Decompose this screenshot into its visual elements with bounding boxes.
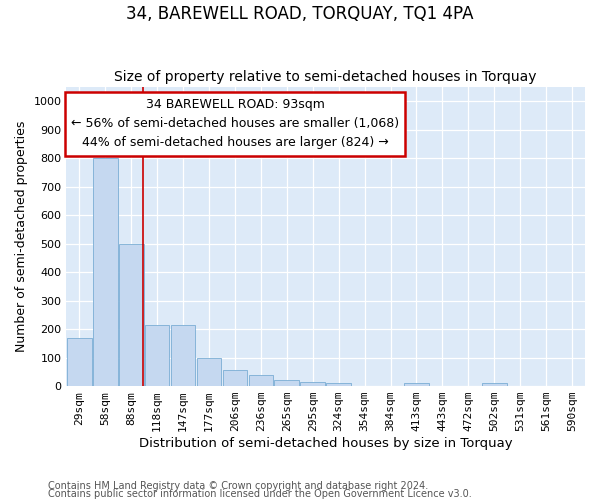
Bar [404, 383, 429, 386]
X-axis label: Distribution of semi-detached houses by size in Torquay: Distribution of semi-detached houses by … [139, 437, 512, 450]
Bar [223, 370, 247, 386]
Bar [119, 244, 143, 386]
Bar [93, 158, 118, 386]
Bar [197, 358, 221, 386]
Bar [248, 374, 273, 386]
Bar [326, 383, 351, 386]
Bar [482, 383, 506, 386]
Text: Contains HM Land Registry data © Crown copyright and database right 2024.: Contains HM Land Registry data © Crown c… [48, 481, 428, 491]
Text: 34 BAREWELL ROAD: 93sqm
← 56% of semi-detached houses are smaller (1,068)
44% of: 34 BAREWELL ROAD: 93sqm ← 56% of semi-de… [71, 98, 399, 150]
Bar [171, 325, 196, 386]
Bar [145, 325, 169, 386]
Bar [274, 380, 299, 386]
Title: Size of property relative to semi-detached houses in Torquay: Size of property relative to semi-detach… [115, 70, 537, 85]
Bar [67, 338, 92, 386]
Text: 34, BAREWELL ROAD, TORQUAY, TQ1 4PA: 34, BAREWELL ROAD, TORQUAY, TQ1 4PA [126, 5, 474, 23]
Y-axis label: Number of semi-detached properties: Number of semi-detached properties [15, 121, 28, 352]
Text: Contains public sector information licensed under the Open Government Licence v3: Contains public sector information licen… [48, 489, 472, 499]
Bar [301, 382, 325, 386]
